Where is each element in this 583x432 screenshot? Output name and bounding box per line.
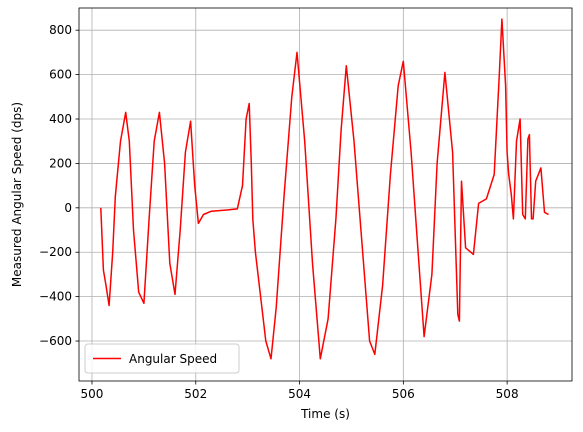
x-tick-label: 504	[288, 387, 311, 401]
x-tick-label: 506	[392, 387, 415, 401]
x-tick-label: 502	[184, 387, 207, 401]
y-tick-label: 800	[49, 23, 72, 37]
x-tick-label: 500	[81, 387, 104, 401]
y-tick-label: 200	[49, 156, 72, 170]
y-tick-label: 400	[49, 112, 72, 126]
x-axis-label: Time (s)	[300, 407, 350, 421]
y-tick-label: −400	[39, 290, 72, 304]
y-tick-label: −600	[39, 334, 72, 348]
y-axis-label: Measured Angular Speed (dps)	[10, 102, 24, 287]
legend: Angular Speed	[85, 344, 239, 373]
y-tick-label: 600	[49, 68, 72, 82]
legend-entry-angular-speed: Angular Speed	[129, 352, 217, 366]
y-tick-label: −200	[39, 245, 72, 259]
x-tick-label: 508	[496, 387, 519, 401]
y-tick-label: 0	[64, 201, 72, 215]
